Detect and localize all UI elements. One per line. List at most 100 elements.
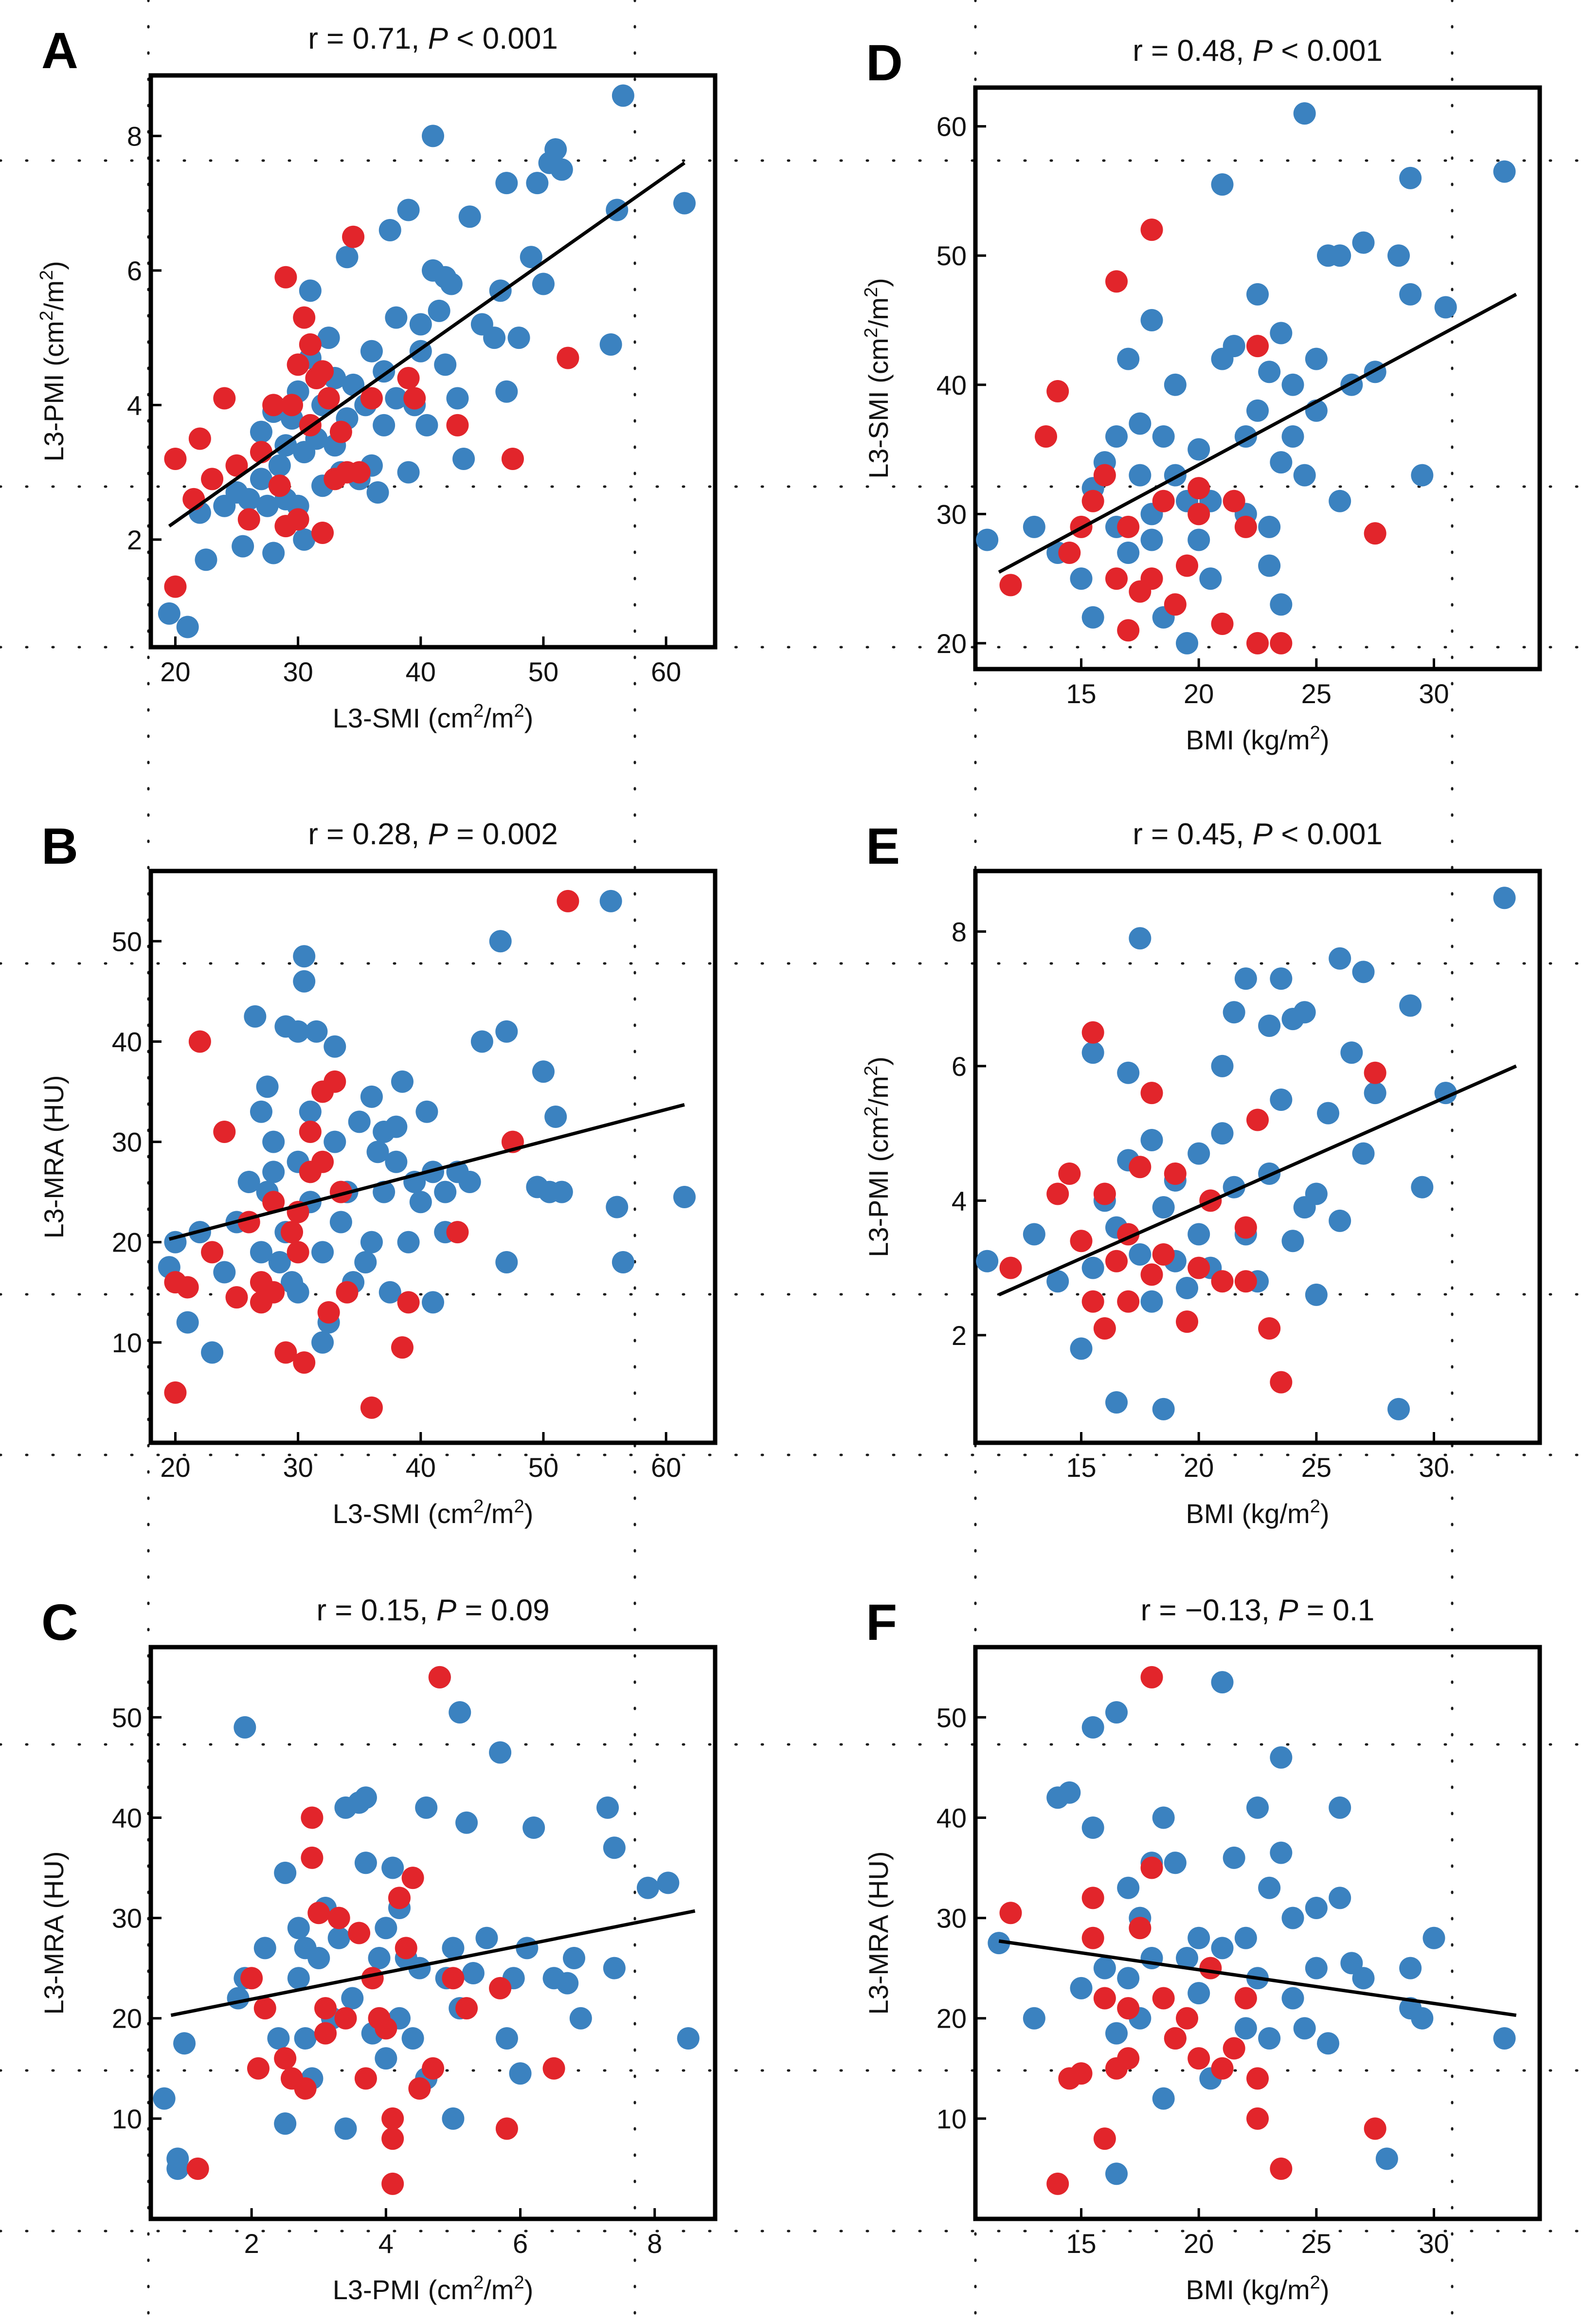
- data-point-blue: [532, 1060, 555, 1083]
- data-point-blue: [256, 1075, 279, 1098]
- data-point-blue: [1293, 2017, 1316, 2040]
- series-group-red: [999, 1021, 1386, 1394]
- data-point-blue: [1234, 2017, 1257, 2040]
- x-tick-label: 60: [651, 656, 681, 687]
- data-point-blue: [1411, 2007, 1434, 2030]
- data-point-red: [213, 387, 236, 410]
- data-point-blue: [1305, 1182, 1328, 1205]
- data-point-red: [281, 1221, 303, 1244]
- data-point-red: [262, 1191, 285, 1214]
- y-tick-label: 30: [112, 1903, 142, 1934]
- panel-d: D r = 0.48, P < 0.001 BMI (kg/m2) L3-SMI…: [861, 34, 1542, 755]
- x-tick-label: 20: [1184, 1452, 1214, 1483]
- data-point-blue: [1093, 1957, 1116, 1979]
- data-point-red: [1188, 477, 1210, 500]
- data-point-blue: [1352, 961, 1375, 983]
- data-point-red: [274, 2047, 297, 2070]
- data-point-blue: [401, 2027, 424, 2050]
- x-label-end: ): [1320, 2274, 1330, 2305]
- x-label-main: L3-PMI (cm: [333, 2274, 473, 2305]
- x-tick-label: 60: [651, 1452, 681, 1483]
- data-point-blue: [1105, 2162, 1128, 2185]
- data-point-red: [1105, 1250, 1128, 1272]
- data-point-blue: [1270, 451, 1293, 474]
- data-point-red: [240, 1967, 263, 1990]
- data-point-blue: [1270, 1089, 1293, 1111]
- x-label-sup: 2: [514, 701, 524, 721]
- y-tick-label: 30: [936, 1903, 967, 1934]
- data-point-blue: [1317, 2032, 1339, 2055]
- data-point-blue: [1281, 425, 1304, 448]
- data-point-blue: [1223, 1846, 1245, 1869]
- data-point-red: [201, 1241, 224, 1264]
- data-point-blue: [1340, 1952, 1363, 1975]
- x-tick-label: 6: [513, 2228, 528, 2259]
- data-point-red: [317, 1301, 340, 1324]
- data-point-red: [1140, 567, 1163, 590]
- stat-r: r = −0.13,: [1141, 1594, 1278, 1627]
- data-point-blue: [1352, 1142, 1375, 1165]
- data-point-blue: [1188, 1926, 1210, 1949]
- data-point-red: [164, 447, 187, 470]
- data-point-red: [1258, 1317, 1281, 1340]
- data-point-blue: [250, 1241, 272, 1264]
- data-point-blue: [1399, 994, 1422, 1017]
- data-point-red: [201, 468, 224, 490]
- stat-r: r = 0.15,: [316, 1594, 436, 1627]
- data-point-red: [381, 2172, 404, 2195]
- data-point-red: [299, 1120, 322, 1143]
- data-point-red: [1081, 1887, 1104, 1909]
- series-group-blue: [158, 84, 696, 638]
- y-label-sup: 2: [36, 270, 57, 280]
- data-point-red: [164, 575, 187, 598]
- data-point-blue: [428, 299, 450, 322]
- y-axis-label: L3-PMI (cm2/m2): [36, 261, 69, 462]
- x-label-main: L3-SMI (cm: [333, 703, 473, 733]
- x-axis-label: L3-PMI (cm2/m2): [333, 2272, 534, 2305]
- data-point-red: [1364, 522, 1386, 545]
- data-point-blue: [636, 1876, 659, 1899]
- data-point-red: [1140, 218, 1163, 241]
- data-point-blue: [1223, 1001, 1245, 1024]
- y-label-main: L3-PMI (cm: [863, 1116, 894, 1257]
- data-point-blue: [311, 1331, 334, 1354]
- data-point-blue: [158, 602, 180, 625]
- y-tick-label: 40: [112, 1802, 142, 1833]
- panel-f: F r = −0.13, P = 0.1 BMI (kg/m2) L3-MRA …: [863, 1594, 1542, 2305]
- data-point-blue: [366, 481, 389, 504]
- data-point-red: [1140, 1082, 1163, 1105]
- y-tick-label: 30: [936, 499, 967, 529]
- data-point-red: [1070, 2062, 1093, 2085]
- data-point-red: [1176, 2007, 1198, 2030]
- trend-line: [168, 1103, 685, 1241]
- data-point-red: [1164, 1162, 1187, 1185]
- data-point-blue: [1140, 1290, 1163, 1313]
- data-point-red: [317, 387, 340, 410]
- data-point-blue: [988, 1932, 1010, 1955]
- data-point-red: [1046, 2172, 1069, 2195]
- data-point-red: [999, 574, 1022, 597]
- data-point-red: [1199, 1957, 1222, 1979]
- data-point-red: [1105, 270, 1128, 293]
- data-point-red: [999, 1902, 1022, 1925]
- data-point-blue: [1270, 322, 1293, 345]
- data-point-red: [314, 2022, 337, 2045]
- plot-frame: [973, 85, 1542, 672]
- x-axis-label: BMI (kg/m2): [1186, 723, 1330, 755]
- data-point-blue: [522, 1816, 545, 1839]
- data-point-blue: [1258, 515, 1281, 538]
- data-point-red: [311, 1150, 334, 1173]
- data-point-red: [388, 1887, 411, 1909]
- data-point-blue: [1270, 967, 1293, 990]
- data-point-blue: [1293, 1001, 1316, 1024]
- y-label-main: L3-PMI (cm: [38, 321, 69, 461]
- data-point-red: [301, 1846, 324, 1869]
- data-point-red: [354, 2067, 377, 2090]
- data-point-blue: [458, 1171, 481, 1194]
- data-point-blue: [274, 2112, 297, 2135]
- data-point-red: [397, 367, 420, 390]
- plot-frame: [148, 1645, 718, 2221]
- data-point-red: [1117, 1290, 1140, 1313]
- panel-b: B r = 0.28, P = 0.002 L3-SMI (cm2/m2) L3…: [38, 817, 718, 1529]
- y-tick-label: 4: [952, 1185, 967, 1216]
